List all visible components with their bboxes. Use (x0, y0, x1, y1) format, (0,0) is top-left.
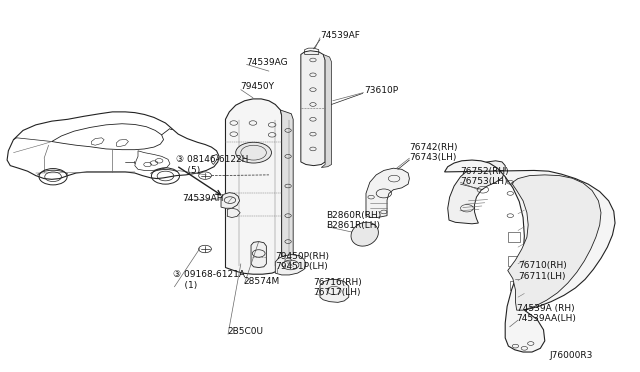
Polygon shape (221, 193, 239, 208)
Bar (508, 256, 520, 266)
Text: B2860R(RH)
B2861R(LH): B2860R(RH) B2861R(LH) (326, 211, 381, 231)
Bar (232, 247, 249, 251)
Text: 76716(RH)
76717(LH): 76716(RH) 76717(LH) (314, 278, 362, 297)
Polygon shape (321, 54, 332, 167)
Bar (227, 244, 254, 264)
Bar (232, 195, 251, 206)
Bar (509, 323, 522, 334)
Polygon shape (280, 110, 293, 274)
Polygon shape (508, 175, 601, 310)
Bar (256, 173, 275, 184)
Text: 76742(RH)
76743(LH): 76742(RH) 76743(LH) (410, 142, 458, 162)
Text: 74539AH: 74539AH (182, 194, 224, 203)
Bar (256, 221, 275, 232)
Text: 74539A (RH)
74539AA(LH): 74539A (RH) 74539AA(LH) (516, 304, 577, 323)
Bar (305, 58, 321, 157)
Polygon shape (366, 168, 410, 218)
Text: 73610P: 73610P (365, 86, 399, 95)
Text: 74539AF: 74539AF (320, 31, 360, 39)
Text: 79450Y: 79450Y (240, 83, 274, 92)
Polygon shape (227, 208, 240, 218)
Bar (256, 243, 275, 254)
Polygon shape (275, 254, 306, 275)
Circle shape (236, 142, 271, 163)
Text: 2B5C0U: 2B5C0U (227, 327, 264, 336)
Bar (509, 280, 521, 290)
Text: 76710(RH)
76711(LH): 76710(RH) 76711(LH) (518, 261, 566, 280)
Bar (232, 173, 251, 184)
Text: 76752(RH)
76753(LH): 76752(RH) 76753(LH) (461, 167, 509, 186)
Text: ③ 08146-6122H
    (5): ③ 08146-6122H (5) (176, 155, 249, 175)
Text: 28574M: 28574M (243, 277, 280, 286)
Text: 79450P(RH)
79451P(LH): 79450P(RH) 79451P(LH) (275, 252, 330, 271)
Text: ③ 09168-6121A
    (1): ③ 09168-6121A (1) (173, 270, 245, 290)
Polygon shape (448, 161, 505, 224)
Polygon shape (251, 241, 266, 267)
Polygon shape (301, 51, 325, 166)
Ellipse shape (351, 222, 378, 246)
Bar (231, 256, 236, 260)
Polygon shape (320, 279, 349, 302)
Bar (232, 243, 251, 254)
Bar (232, 221, 251, 232)
Bar (256, 195, 275, 206)
Bar (246, 256, 252, 260)
Text: J76000R3: J76000R3 (550, 351, 593, 360)
Bar (509, 305, 521, 314)
Polygon shape (225, 99, 282, 274)
Text: 74539AG: 74539AG (246, 58, 288, 67)
Bar (239, 256, 244, 260)
Bar (508, 232, 520, 241)
Polygon shape (445, 160, 615, 352)
